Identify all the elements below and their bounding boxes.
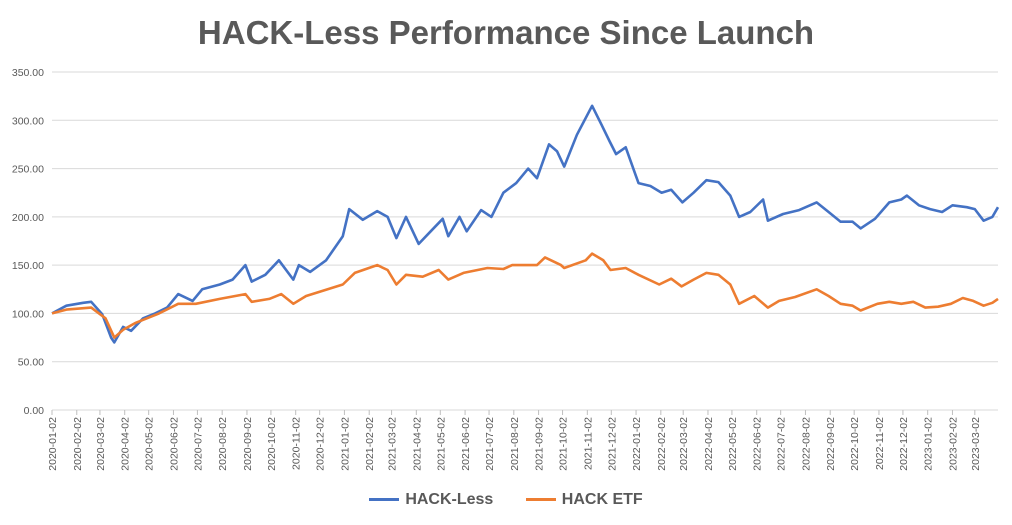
x-tick-label: 2021-08-02 <box>509 417 521 471</box>
x-tick-label: 2020-03-02 <box>95 417 107 471</box>
x-tick-label: 2022-05-02 <box>727 417 739 471</box>
x-tick-label: 2022-12-02 <box>898 417 910 471</box>
x-tick-label: 2022-02-02 <box>656 417 668 471</box>
x-tick-label: 2020-02-02 <box>72 417 84 471</box>
x-tick-label: 2020-09-02 <box>242 417 254 471</box>
y-tick-label: 300.00 <box>12 115 44 127</box>
x-tick-label: 2020-12-02 <box>315 417 327 471</box>
series-line-hack-less <box>51 104 1000 344</box>
y-tick-label: 250.00 <box>12 164 44 176</box>
x-tick-label: 2022-06-02 <box>752 417 764 471</box>
y-tick-label: 100.00 <box>12 308 44 320</box>
x-tick-label: 2023-01-02 <box>923 417 935 471</box>
x-tick-label: 2020-06-02 <box>168 417 180 471</box>
legend: HACK-Less HACK ETF <box>0 488 1012 509</box>
x-tick-label: 2021-04-02 <box>411 417 423 471</box>
x-tick-label: 2021-09-02 <box>534 417 546 471</box>
x-tick-label: 2020-08-02 <box>217 417 229 471</box>
y-tick-label: 0.00 <box>24 405 45 417</box>
legend-swatch-hack-etf <box>525 498 556 501</box>
x-tick-label: 2022-01-02 <box>631 417 643 471</box>
y-tick-label: 150.00 <box>12 260 44 272</box>
y-tick-label: 200.00 <box>12 212 44 224</box>
x-tick-label: 2023-03-02 <box>970 417 982 471</box>
legend-item-hack-less: HACK-Less <box>369 491 493 509</box>
series-line-hack-etf <box>51 252 999 339</box>
x-tick-label: 2021-11-02 <box>582 417 594 470</box>
x-tick-label: 2020-04-02 <box>120 417 132 471</box>
x-tick-label: 2020-05-02 <box>144 417 156 471</box>
legend-swatch-hack-less <box>369 498 400 501</box>
x-tick-label: 2021-05-02 <box>435 417 447 471</box>
x-tick-label: 2020-10-02 <box>266 417 278 471</box>
x-tick-label: 2020-11-02 <box>291 417 303 470</box>
chart-title: HACK-Less Performance Since Launch <box>197 14 815 51</box>
x-tick-label: 2022-08-02 <box>800 417 812 471</box>
x-tick-label: 2021-03-02 <box>387 417 399 471</box>
x-tick-label: 2021-01-02 <box>339 417 351 471</box>
legend-item-hack-etf: HACK ETF <box>525 490 643 509</box>
x-tick-label: 2021-07-02 <box>484 417 496 471</box>
grid-lines <box>52 71 998 411</box>
x-axis-ticks: 2020-01-02 2020-02-02 2020-03-02 2020-04-02… <box>47 410 982 471</box>
x-tick-label: 2021-10-02 <box>558 417 570 471</box>
x-tick-label: 2022-04-02 <box>703 417 715 471</box>
x-tick-label: 2021-06-02 <box>460 417 472 471</box>
x-tick-label: 2020-01-02 <box>47 417 59 471</box>
x-tick-label: 2022-03-02 <box>678 417 690 471</box>
x-tick-label: 2022-07-02 <box>776 417 788 471</box>
x-tick-label: 2022-10-02 <box>849 417 861 471</box>
x-tick-label: 2023-02-02 <box>947 417 959 471</box>
legend-label-hack-less: HACK-Less <box>405 490 494 508</box>
y-tick-label: 50.00 <box>18 357 44 369</box>
series-lines <box>51 104 1000 344</box>
x-tick-label: 2021-12-02 <box>606 417 618 471</box>
y-tick-label: 350.00 <box>12 67 44 79</box>
x-tick-label: 2022-09-02 <box>825 417 837 471</box>
x-tick-label: 2022-11-02 <box>874 417 886 470</box>
x-tick-label: 2021-02-02 <box>364 417 376 471</box>
y-axis-ticks: 0.00 50.00 100.00 150.00 200.00 250.00 300.00 3… <box>12 67 44 417</box>
x-tick-label: 2020-07-02 <box>192 417 204 471</box>
legend-label-hack-etf: HACK ETF <box>561 490 643 508</box>
